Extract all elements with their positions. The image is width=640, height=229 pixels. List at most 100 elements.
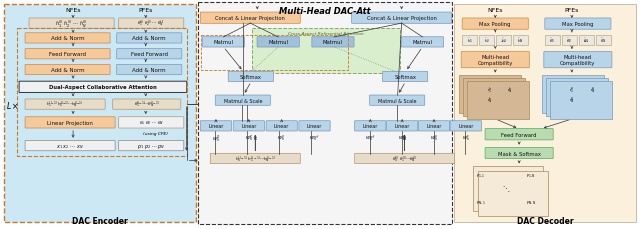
FancyBboxPatch shape	[419, 121, 450, 131]
Text: Linear: Linear	[458, 124, 474, 129]
FancyBboxPatch shape	[113, 100, 181, 110]
Text: Add & Norm: Add & Norm	[132, 68, 166, 73]
Text: Add & Norm: Add & Norm	[51, 36, 84, 41]
Text: $r_N^h$: $r_N^h$	[508, 85, 513, 95]
Text: DAC Encoder: DAC Encoder	[72, 216, 128, 225]
FancyBboxPatch shape	[233, 121, 264, 131]
Text: Add & Norm: Add & Norm	[51, 68, 84, 73]
Bar	[496, 36, 511, 46]
FancyBboxPatch shape	[450, 121, 481, 131]
Bar	[198, 3, 452, 224]
Text: Linear: Linear	[208, 124, 223, 129]
Text: PFEs: PFEs	[139, 8, 153, 13]
Bar	[545, 36, 560, 46]
Bar	[474, 167, 543, 211]
FancyBboxPatch shape	[25, 100, 105, 110]
Text: $r_N^\theta$: $r_N^\theta$	[569, 95, 575, 106]
Bar	[542, 76, 604, 114]
Text: $p_1\ p_2\ \cdots\ p_N$: $p_1\ p_2\ \cdots\ p_N$	[137, 142, 165, 150]
Text: Matmul & Scale: Matmul & Scale	[223, 98, 262, 103]
Text: $\hat{\theta}_N$: $\hat{\theta}_N$	[600, 36, 607, 45]
FancyBboxPatch shape	[118, 141, 184, 151]
FancyBboxPatch shape	[29, 19, 114, 29]
FancyBboxPatch shape	[387, 121, 418, 131]
Text: $W_h^K$: $W_h^K$	[398, 133, 406, 144]
Text: Dual-Aspect Collaborative Attention: Dual-Aspect Collaborative Attention	[49, 85, 157, 90]
Text: Matmul: Matmul	[268, 40, 288, 45]
Text: $W_h^{ref}$: $W_h^{ref}$	[309, 133, 320, 144]
Text: $\hat{\theta}_2$: $\hat{\theta}_2$	[566, 36, 572, 45]
Text: $x_1\ x_2\ \cdots\ x_N$: $x_1\ x_2\ \cdots\ x_N$	[56, 142, 84, 150]
Text: Matmul: Matmul	[323, 40, 343, 45]
Text: Linear: Linear	[363, 124, 378, 129]
FancyBboxPatch shape	[257, 38, 300, 48]
Text: Softmax: Softmax	[240, 75, 262, 80]
FancyBboxPatch shape	[355, 154, 454, 164]
Text: Max Pooling: Max Pooling	[562, 22, 594, 27]
Text: $r_1^h$: $r_1^h$	[487, 85, 493, 95]
FancyBboxPatch shape	[25, 141, 115, 151]
Text: $\theta_1^{(l\!-\!1)}\!\cdots \theta_N^{(l\!-\!1)}$: $\theta_1^{(l\!-\!1)}\!\cdots \theta_N^{…	[134, 99, 160, 110]
Bar	[4, 5, 196, 222]
Text: Multi-head
Compatibility: Multi-head Compatibility	[477, 55, 513, 66]
FancyBboxPatch shape	[25, 49, 110, 60]
FancyBboxPatch shape	[369, 96, 425, 106]
Text: ...: ...	[583, 38, 588, 43]
Text: $r_N^h$: $r_N^h$	[487, 95, 493, 106]
Text: Cross-Aspect Referential Attention: Cross-Aspect Referential Attention	[288, 32, 364, 36]
Bar	[596, 36, 611, 46]
Bar	[467, 82, 529, 119]
Text: $P_{N,N}$: $P_{N,N}$	[526, 198, 536, 206]
Text: Add & Norm: Add & Norm	[132, 36, 166, 41]
FancyBboxPatch shape	[355, 121, 386, 131]
FancyBboxPatch shape	[19, 82, 187, 93]
Bar	[579, 36, 594, 46]
Bar	[479, 36, 494, 46]
Text: Linear: Linear	[307, 124, 322, 129]
Text: $\hat{h}_1$: $\hat{h}_1$	[467, 36, 473, 45]
Bar	[546, 79, 608, 117]
FancyBboxPatch shape	[25, 34, 110, 44]
Bar	[478, 172, 548, 216]
FancyBboxPatch shape	[200, 121, 232, 131]
FancyBboxPatch shape	[351, 13, 452, 24]
Text: $P_{1,N}$: $P_{1,N}$	[526, 172, 536, 179]
Text: $W_h^V$: $W_h^V$	[277, 133, 286, 144]
Bar	[454, 5, 636, 222]
FancyBboxPatch shape	[383, 72, 428, 82]
FancyBboxPatch shape	[485, 129, 553, 140]
Text: $\hat{h}_3$: $\hat{h}_3$	[500, 36, 507, 45]
FancyBboxPatch shape	[266, 121, 298, 131]
Text: Feed Forward: Feed Forward	[131, 52, 168, 57]
Bar	[460, 76, 521, 114]
Text: $W_h^Q$: $W_h^Q$	[212, 133, 220, 144]
FancyBboxPatch shape	[211, 154, 300, 164]
Text: Linear: Linear	[426, 124, 442, 129]
Text: Linear: Linear	[241, 124, 257, 129]
Bar	[463, 79, 525, 117]
Text: $P_{N,1}$: $P_{N,1}$	[476, 198, 486, 206]
FancyBboxPatch shape	[401, 38, 444, 48]
FancyBboxPatch shape	[116, 34, 182, 44]
FancyBboxPatch shape	[116, 65, 182, 75]
Text: Feed Forward: Feed Forward	[49, 52, 86, 57]
Bar	[200, 36, 348, 70]
Text: $h_1^{(l\!-\!1)}\!\ h_2^{(l\!-\!1)}\!\cdots h_N^{(l\!-\!1)}$: $h_1^{(l\!-\!1)}\!\ h_2^{(l\!-\!1)}\!\cd…	[47, 99, 84, 110]
Text: $\hat{\theta}_3$: $\hat{\theta}_3$	[583, 36, 589, 45]
FancyBboxPatch shape	[461, 52, 529, 68]
FancyBboxPatch shape	[25, 65, 110, 75]
Text: $W_h^{ref}$: $W_h^{ref}$	[365, 133, 376, 144]
Bar	[550, 82, 612, 119]
Text: $\hat{h}_2$: $\hat{h}_2$	[484, 36, 490, 45]
FancyBboxPatch shape	[202, 38, 244, 48]
Text: $h_1^{(l)}\ h_2^{(l)}\ \cdots\ h_N^{(l)}$: $h_1^{(l)}\ h_2^{(l)}\ \cdots\ h_N^{(l)}…	[55, 18, 88, 30]
Text: Softmax: Softmax	[394, 75, 416, 80]
Text: Mask & Softmax: Mask & Softmax	[498, 151, 541, 156]
FancyBboxPatch shape	[25, 117, 115, 128]
FancyBboxPatch shape	[485, 148, 553, 159]
Text: $L\times$: $L\times$	[6, 99, 19, 110]
Text: $r_1^\theta$: $r_1^\theta$	[569, 85, 575, 95]
Text: PFEs: PFEs	[564, 8, 579, 13]
FancyBboxPatch shape	[200, 13, 300, 24]
Text: $\theta_0^{(l)}\ \theta_1^{(l)}\cdots \theta_N^{(l)}$: $\theta_0^{(l)}\ \theta_1^{(l)}\cdots \t…	[392, 153, 417, 164]
